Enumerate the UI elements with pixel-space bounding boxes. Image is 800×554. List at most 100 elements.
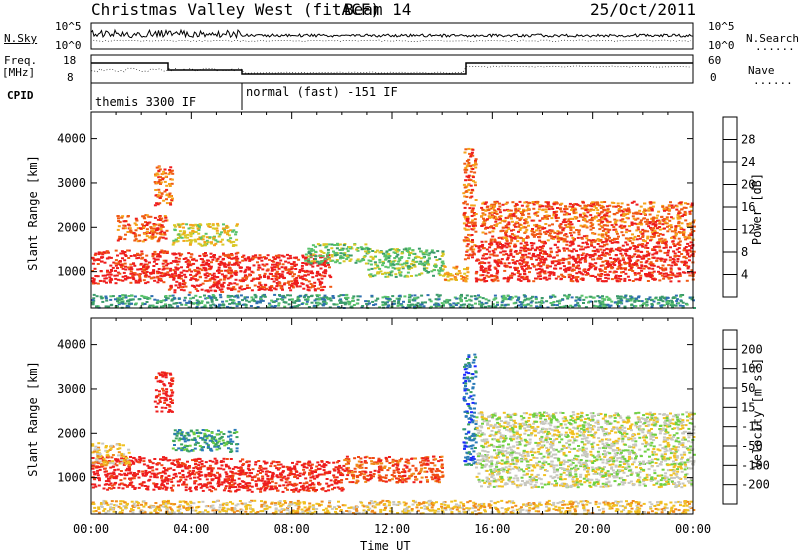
heatmap-cell <box>171 197 174 200</box>
heatmap-cell <box>155 263 159 265</box>
heatmap-cell <box>646 218 649 221</box>
heatmap-cell <box>142 279 146 282</box>
heatmap-cell <box>208 279 212 282</box>
heatmap-cell <box>194 240 198 243</box>
heatmap-cell <box>105 257 109 260</box>
heatmap-cell <box>623 279 627 282</box>
heatmap-cell <box>356 298 360 301</box>
heatmap-cell <box>469 253 473 256</box>
heatmap-cell <box>535 258 539 261</box>
heatmap-cell <box>265 269 269 272</box>
heatmap-cell <box>666 296 669 299</box>
heatmap-cell <box>571 240 575 243</box>
heatmap-cell <box>217 235 221 238</box>
heatmap-cell <box>677 251 681 253</box>
heatmap-cell <box>654 245 658 248</box>
heatmap-cell <box>115 460 119 463</box>
heatmap-cell <box>161 459 165 461</box>
heatmap-cell <box>608 210 612 213</box>
heatmap-cell <box>631 233 634 236</box>
heatmap-cell <box>168 185 172 187</box>
heatmap-cell <box>573 207 577 210</box>
heatmap-cell <box>441 303 445 306</box>
heatmap-cell <box>220 238 224 241</box>
heatmap-cell <box>597 300 601 302</box>
heatmap-cell <box>372 304 376 306</box>
heatmap-cell <box>438 294 442 297</box>
heatmap-cell <box>371 258 375 261</box>
heatmap-cell <box>305 263 309 266</box>
heatmap-cell <box>585 226 589 229</box>
heatmap-cell <box>613 222 617 225</box>
heatmap-cell <box>223 254 227 257</box>
heatmap-cell <box>635 278 639 281</box>
heatmap-cell <box>245 276 248 279</box>
heatmap-cell <box>362 259 366 261</box>
heatmap-cell <box>489 238 493 241</box>
heatmap-cell <box>335 247 339 250</box>
heatmap-cell <box>442 304 445 307</box>
heatmap-cell <box>309 250 313 252</box>
heatmap-cell <box>606 277 610 280</box>
heatmap-cell <box>104 305 108 308</box>
heatmap-cell <box>339 252 343 255</box>
heatmap-cell <box>188 300 192 303</box>
heatmap-cell <box>666 230 670 233</box>
heatmap-cell <box>541 205 545 208</box>
heatmap-cell <box>168 269 172 272</box>
heatmap-cell <box>690 233 694 236</box>
heatmap-cell <box>369 255 373 258</box>
heatmap-cell <box>542 263 546 266</box>
heatmap-cell <box>644 209 648 212</box>
heatmap-cell <box>541 209 545 212</box>
heatmap-cell <box>288 286 292 289</box>
heatmap-cell <box>519 217 523 220</box>
heatmap-cell <box>156 300 160 303</box>
heatmap-cell <box>178 226 182 228</box>
heatmap-cell <box>566 305 570 308</box>
heatmap-cell <box>155 476 159 479</box>
heatmap-cell <box>352 304 356 306</box>
heatmap-cell <box>462 202 466 204</box>
heatmap-cell <box>637 266 641 269</box>
heatmap-cell <box>504 224 508 227</box>
heatmap-cell <box>171 294 175 297</box>
heatmap-cell <box>472 227 476 230</box>
heatmap-cell <box>510 276 514 279</box>
heatmap-cell <box>163 180 167 183</box>
heatmap-cell <box>123 238 127 241</box>
heatmap-cell <box>548 229 552 232</box>
heatmap-cell <box>647 207 651 210</box>
heatmap-cell <box>484 209 488 212</box>
heatmap-cell <box>124 265 127 268</box>
heatmap-cell <box>565 212 569 215</box>
heatmap-cell <box>598 268 602 271</box>
heatmap-cell <box>342 294 346 297</box>
heatmap-cell <box>373 267 377 270</box>
heatmap-cell <box>394 249 398 252</box>
nave-dots: ...... <box>753 74 793 87</box>
heatmap-cell <box>466 266 470 269</box>
heatmap-cell <box>230 295 234 297</box>
heatmap-cell <box>575 276 578 279</box>
heatmap-cell <box>606 265 610 268</box>
heatmap-cell <box>501 226 505 229</box>
heatmap-cell <box>311 284 315 287</box>
heatmap-cell <box>304 259 308 262</box>
heatmap-cell <box>233 262 237 265</box>
heatmap-cell <box>551 207 555 210</box>
heatmap-cell <box>606 303 610 306</box>
heatmap-cell <box>162 299 166 302</box>
heatmap-cell <box>493 205 496 208</box>
heatmap-cell <box>105 281 108 284</box>
heatmap-cell <box>306 270 310 273</box>
heatmap-cell <box>685 264 688 267</box>
heatmap-cell <box>146 296 150 299</box>
heatmap-cell <box>158 255 162 258</box>
heatmap-cell <box>652 270 656 273</box>
heatmap-cell <box>273 257 277 260</box>
heatmap-cell <box>545 214 549 217</box>
heatmap-cell <box>545 300 549 303</box>
heatmap-cell <box>671 272 675 275</box>
freq-trace <box>90 62 693 75</box>
